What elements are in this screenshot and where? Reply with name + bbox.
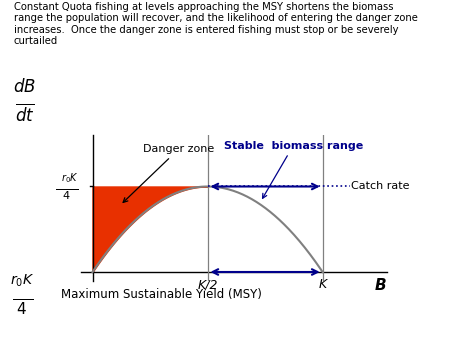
Text: $\overline{\ \ 4\ \ }$: $\overline{\ \ 4\ \ }$ [55, 188, 79, 202]
Text: $r_0K$: $r_0K$ [10, 272, 35, 289]
Text: $\overline{dt}$: $\overline{dt}$ [15, 103, 35, 125]
Text: $dB$: $dB$ [14, 78, 36, 96]
Text: B: B [374, 278, 386, 293]
Text: Catch rate: Catch rate [351, 182, 410, 192]
Text: Stable  biomass range: Stable biomass range [224, 141, 363, 198]
Text: $\overline{\ 4\ }$: $\overline{\ 4\ }$ [12, 299, 33, 319]
Text: $r_0K$: $r_0K$ [61, 171, 79, 185]
Text: K: K [319, 278, 327, 291]
Text: K/2: K/2 [197, 278, 218, 291]
Text: Constant Quota fishing at levels approaching the MSY shortens the biomass
range : Constant Quota fishing at levels approac… [14, 2, 418, 47]
Text: Danger zone: Danger zone [123, 144, 214, 202]
Text: Maximum Sustainable Yield (MSY): Maximum Sustainable Yield (MSY) [61, 288, 261, 300]
